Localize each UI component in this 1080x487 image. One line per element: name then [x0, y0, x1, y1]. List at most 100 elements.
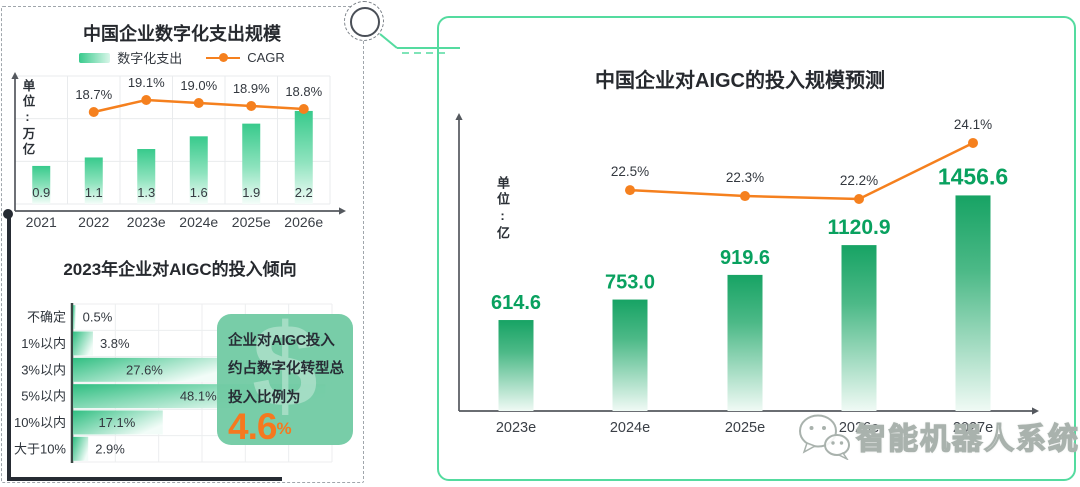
bar-2023e	[498, 320, 534, 411]
bar-2025e	[242, 123, 261, 204]
bar-2026e	[841, 245, 877, 411]
category-label: 大于10%	[14, 441, 66, 456]
bar-value-label: 1120.9	[827, 216, 890, 239]
x-axis-label: 2025e	[232, 214, 271, 230]
category-label: 不确定	[27, 310, 66, 325]
bar-value-label: 919.6	[720, 247, 770, 269]
cagr-point	[88, 107, 99, 117]
dark-bracket-vertical	[7, 214, 11, 480]
x-axis-label: 2022	[78, 214, 109, 230]
bar-2027e	[955, 195, 991, 411]
callout-text: 企业对AIGC投入约占数字化转型总投入比例为4.6%	[217, 314, 353, 445]
connector-line	[379, 33, 460, 54]
bar-value-label: 1456.6	[938, 163, 1008, 189]
dollar-icon: $	[252, 314, 318, 432]
growth-point	[740, 191, 750, 202]
bar-2023e	[137, 149, 156, 204]
hbar-大于10%	[73, 436, 89, 461]
bar-value-label: 1.9	[242, 185, 260, 200]
x-axis-label: 2023e	[127, 214, 166, 230]
cagr-label: 18.7%	[75, 87, 112, 102]
growth-label: 22.3%	[726, 170, 764, 185]
hbar-value-label: 3.8%	[100, 336, 130, 351]
category-label: 3%以内	[21, 362, 66, 377]
x-axis-label: 2021	[26, 214, 57, 230]
x-axis-arrow	[339, 207, 346, 215]
hbar-不确定	[73, 305, 76, 330]
chart3-title: 中国企业对AIGC的投入规模预测	[595, 70, 885, 92]
legend-item-line: CAGR	[206, 50, 285, 65]
cagr-point	[193, 98, 204, 108]
growth-point	[854, 194, 864, 204]
digital-spend-chart: 0.9 2021 1.1 2022 1.3 2023e 1.6 2024e 1.9 2025e 2.…	[11, 72, 346, 230]
y-axis-arrow	[455, 113, 463, 120]
aigc-investment-forecast-chart: 614.6 2023e 753.0 2024e 919.6 2025e 1120.9 2026…	[455, 113, 1039, 436]
bar-value-label: 1.6	[190, 185, 208, 200]
x-axis-arrow	[1032, 407, 1039, 415]
cagr-line	[629, 141, 974, 201]
dark-bracket-horizontal	[7, 477, 282, 481]
hbar-value-label: 27.6%	[126, 362, 163, 377]
cagr-point	[141, 95, 152, 105]
bar-value-label: 2.2	[295, 185, 313, 200]
hbar-10%以内	[73, 410, 163, 435]
hbar-3%以内	[73, 357, 218, 382]
bar-value-label: 614.6	[491, 292, 541, 314]
growth-label: 24.1%	[954, 117, 992, 132]
left-panel-dashed-border	[1, 6, 364, 483]
bar-2025e	[727, 274, 763, 411]
chart1-title: 中国企业数字化支出规模	[83, 24, 281, 44]
category-label: 5%以内	[21, 389, 66, 404]
cagr-label: 18.8%	[285, 84, 322, 99]
chart1-legend: 数字化支出 CAGR	[4, 48, 360, 67]
hbar-value-label: 0.5%	[83, 310, 113, 325]
callout-text-before: 企业对	[228, 333, 272, 349]
callout-bold-word: AIGC	[271, 333, 307, 349]
corner-circle-inner	[350, 7, 380, 37]
legend-label-line: CAGR	[247, 50, 285, 65]
x-axis-label: 2025e	[725, 420, 765, 436]
x-axis-label: 2023e	[496, 420, 536, 436]
chart1-unit-label: 单位:万亿	[20, 79, 35, 158]
bar-2026e	[294, 110, 313, 204]
category-label: 10%以内	[14, 415, 66, 430]
x-axis-label: 2026e	[839, 420, 879, 436]
x-axis-label: 2024e	[179, 214, 218, 230]
hbar-1%以内	[73, 331, 93, 356]
bar-swatch-icon	[79, 52, 111, 63]
category-label: 1%以内	[21, 336, 66, 351]
line-swatch-icon	[206, 53, 241, 63]
x-axis-label: 2027e	[953, 420, 993, 436]
cagr-label: 19.0%	[180, 78, 217, 93]
legend-item-bar: 数字化支出	[79, 48, 182, 67]
cagr-point	[298, 104, 309, 114]
x-axis-label: 2024e	[610, 420, 650, 436]
hbar-value-label: 17.1%	[98, 415, 135, 430]
growth-point	[968, 137, 978, 148]
callout-value: 4.6	[228, 405, 277, 445]
callout-value-unit: %	[276, 418, 292, 438]
bar-value-label: 1.3	[137, 185, 155, 200]
bar-2021	[32, 165, 51, 204]
bar-2024e	[612, 299, 648, 411]
bar-value-label: 0.9	[32, 185, 50, 200]
chart2-title: 2023年企业对AIGC的投入倾向	[63, 260, 297, 279]
hbar-value-label: 2.9%	[95, 441, 125, 456]
bar-value-label: 753.0	[605, 272, 655, 294]
hbar-value-label: 48.1%	[180, 389, 217, 404]
cagr-label: 19.1%	[128, 75, 165, 90]
legend-label-bar: 数字化支出	[117, 51, 183, 66]
chart3-unit-label: 单位:亿	[495, 176, 510, 242]
cagr-point	[246, 101, 257, 111]
dark-bracket-dot	[3, 209, 13, 219]
callout-text-after: 投入约占数字化转型总投入比例为	[228, 333, 344, 406]
cagr-label: 18.9%	[233, 81, 270, 96]
growth-point	[625, 185, 635, 196]
bar-2024e	[189, 136, 208, 204]
bar-value-label: 1.1	[85, 185, 103, 200]
growth-label: 22.2%	[840, 173, 878, 188]
x-axis-label: 2026e	[284, 214, 323, 230]
y-axis-arrow	[11, 72, 19, 79]
aigc-ratio-callout: $ 企业对AIGC投入约占数字化转型总投入比例为4.6%	[217, 314, 353, 445]
bar-2022	[84, 157, 103, 204]
